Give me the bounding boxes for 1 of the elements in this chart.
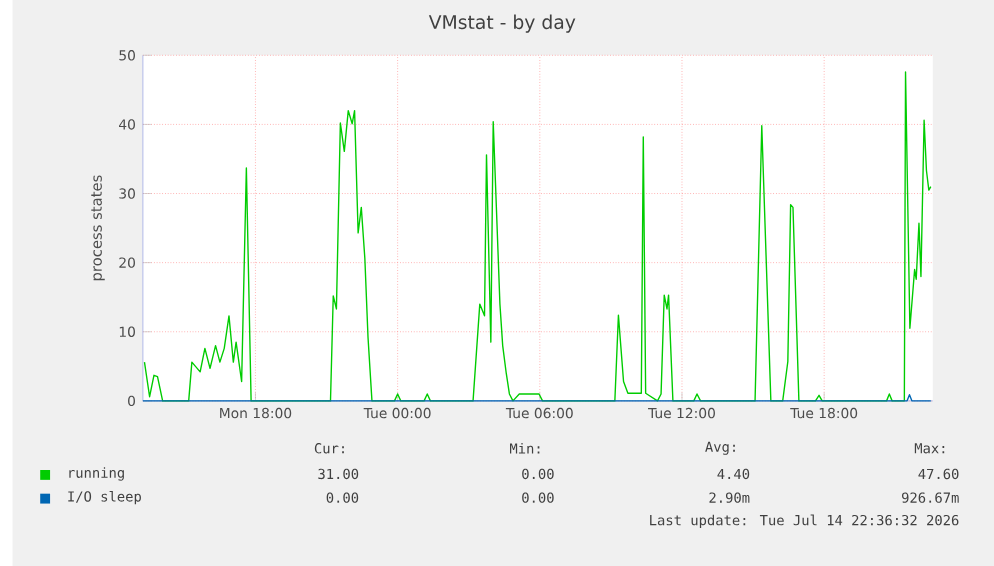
chart-title: VMstat - by day [428, 14, 576, 33]
